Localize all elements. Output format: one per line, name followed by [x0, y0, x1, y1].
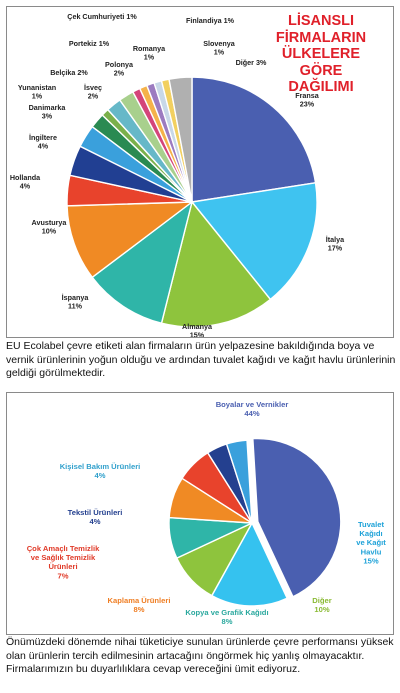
country-pie-panel: Fransa 23% İtalya 17% Almanya 15% İspanya 11% Av…: [6, 6, 394, 338]
data-label-polonya: Polonya 2%: [105, 60, 134, 78]
pie-slice-boyalar-ve-vernikler: [252, 437, 342, 598]
data-label-i-ngiltere: İngiltere 4%: [29, 133, 57, 151]
pie-slice-almanya: [160, 200, 272, 328]
data-label-almanya: Almanya 15%: [182, 322, 213, 337]
title-line-3: ÜLKELERE: [281, 46, 361, 62]
data-label-diger: Diğer 3%: [236, 58, 267, 67]
data-label-cok-amacli-temizlik-ve-saglik-temizlik-urunleri: Çok Amaçlı Temizlik ve Sağlık Temizlik Ürü…: [27, 544, 100, 580]
pie-slice-i-talya: [190, 182, 318, 301]
title-line-2: FİRMALARIN: [275, 29, 367, 46]
product-pie-panel: Boyalar ve Vernikler 44% Tuvalet Kağıdı ve K…: [6, 392, 394, 635]
data-label-portekiz: Portekiz 1%: [69, 39, 110, 48]
caption-2: Önümüzdeki dönemde nihai tüketiciye sunu…: [6, 636, 394, 675]
data-label-romanya: Romanya 1%: [133, 44, 166, 62]
data-label-tekstil-urunleri: Tekstil Ürünleri 4%: [68, 508, 123, 526]
pie-slice-fransa: [191, 76, 317, 203]
data-label-fransa: Fransa 23%: [295, 91, 320, 109]
data-label-yunanistan: Yunanistan 1%: [18, 83, 56, 101]
pie-slice-avusturya: [66, 201, 195, 279]
data-label-avusturya: Avusturya 10%: [32, 218, 68, 236]
country-pie-chart: Fransa 23% İtalya 17% Almanya 15% İspanya 11% Av…: [10, 12, 345, 337]
data-label-slovenya: Slovenya 1%: [203, 39, 236, 57]
caption-1: EU Ecolabel çevre etiketi alan firmaları…: [6, 340, 396, 379]
data-label-hollanda: Hollanda 4%: [10, 173, 41, 191]
data-label-tuvalet-kagidi-ve-kagit-havlu: Tuvalet Kağıdı ve Kağıt Havlu 15%: [356, 520, 386, 565]
data-label-kisisel-bakim-urunleri: Kişisel Bakım Ürünleri 4%: [60, 462, 141, 480]
pie-slice-diger: [168, 76, 193, 203]
title-line-1: LİSANSLI: [287, 13, 355, 29]
data-label-kaplama-urunleri: Kaplama Ürünleri 8%: [108, 596, 171, 614]
pie-slice-kisisel-bakim-urunleri: [225, 439, 253, 524]
data-label-kopya-ve-grafik-kagidi: Kopya ve Grafik Kağıdı 8%: [185, 608, 268, 626]
pie-slice-i-spanya: [91, 200, 194, 325]
pie-slice-tuvalet-kagidi-ve-kagit-havlu: [210, 521, 289, 607]
data-label-finlandiya: Finlandiya 1%: [186, 16, 235, 25]
data-label-danimarka: Danimarka 3%: [29, 103, 67, 121]
data-label-belcika: Belçika 2%: [50, 68, 88, 77]
title-line-4: GÖRE: [299, 62, 343, 79]
product-pie-chart: Boyalar ve Vernikler 44% Tuvalet Kağıdı ve K…: [27, 400, 387, 626]
data-label-diger: Diğer 10%: [312, 596, 331, 614]
data-label-i-svec: İsveç 2%: [84, 83, 102, 101]
data-label-cek-cumhuriyeti: Çek Cumhuriyeti 1%: [67, 12, 137, 21]
title-line-5: DAĞILIMI: [288, 79, 354, 95]
chart-title: LİSANSLI FİRMALARIN ÜLKELERE GÖRE DAĞILI…: [261, 13, 381, 96]
data-label-i-spanya: İspanya 11%: [62, 293, 90, 311]
data-label-boyalar-ve-vernikler: Boyalar ve Vernikler 44%: [216, 400, 289, 418]
data-label-i-talya: İtalya 17%: [326, 235, 345, 253]
